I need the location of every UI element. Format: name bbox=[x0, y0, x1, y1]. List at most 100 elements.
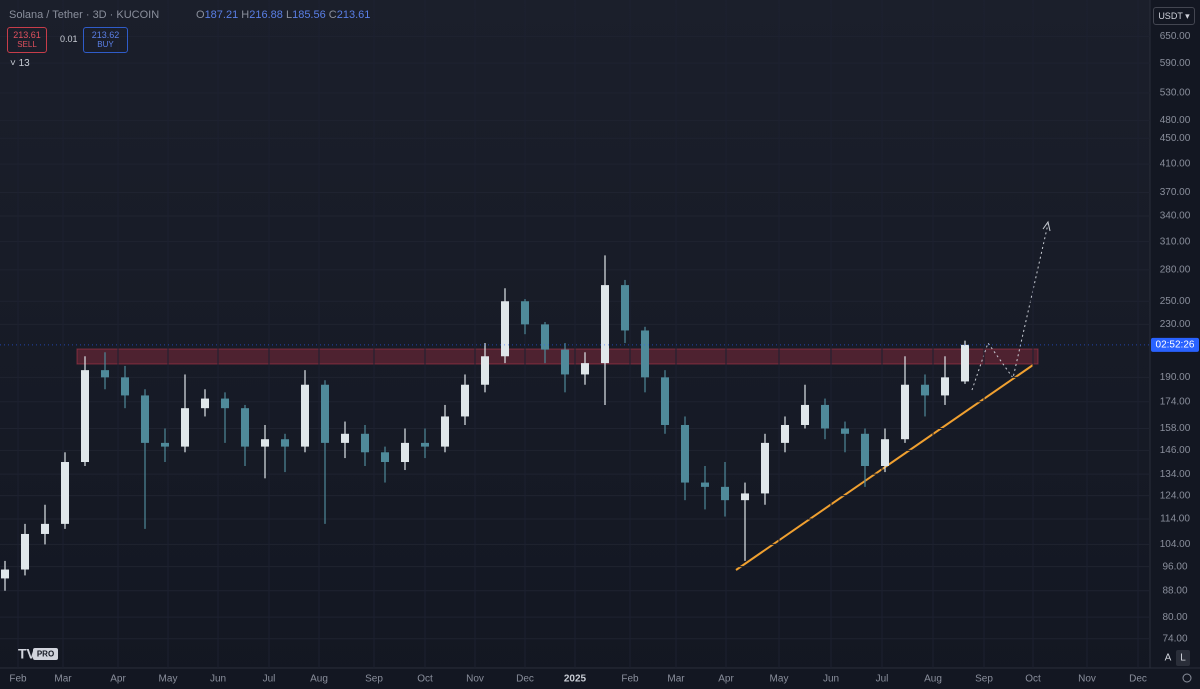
buy-price: 213.62 bbox=[91, 30, 120, 40]
candle-body bbox=[41, 523, 49, 534]
candle-body bbox=[741, 493, 749, 501]
candle-body bbox=[661, 377, 669, 425]
log-button-bg[interactable] bbox=[1176, 650, 1190, 666]
h-value: 216.88 bbox=[249, 9, 283, 21]
sell-price: 213.61 bbox=[13, 30, 41, 40]
x-tick-label: 2025 bbox=[564, 674, 587, 685]
settings-icon[interactable] bbox=[1182, 673, 1192, 683]
y-tick-label: 250.00 bbox=[1160, 296, 1191, 307]
candle-body bbox=[141, 395, 149, 443]
candle-body bbox=[501, 301, 509, 357]
c-label: C bbox=[328, 9, 337, 21]
y-tick-label: 280.00 bbox=[1160, 264, 1191, 275]
candle-body bbox=[641, 330, 649, 378]
candle-body bbox=[101, 370, 109, 378]
indicator-count: 13 bbox=[18, 58, 30, 69]
h-label: H bbox=[241, 9, 250, 21]
x-tick-label: Jun bbox=[823, 674, 839, 685]
o-value: 187.21 bbox=[204, 9, 239, 21]
candle-body bbox=[441, 416, 449, 447]
candle-body bbox=[21, 533, 29, 570]
candle-body bbox=[621, 285, 629, 331]
x-tick-label: Sep bbox=[365, 674, 383, 685]
x-tick-label: Aug bbox=[924, 674, 942, 685]
candle-body bbox=[801, 404, 809, 425]
x-tick-label: Dec bbox=[1129, 674, 1147, 685]
candle-body bbox=[241, 408, 249, 447]
currency-dropdown[interactable]: USDT ▾ bbox=[1153, 7, 1195, 25]
y-tick-label: 530.00 bbox=[1160, 88, 1191, 99]
candle-body bbox=[261, 439, 269, 447]
projection-path bbox=[971, 223, 1049, 391]
x-tick-label: Oct bbox=[1025, 674, 1041, 685]
x-tick-label: Oct bbox=[417, 674, 433, 685]
y-tick-label: 340.00 bbox=[1160, 211, 1191, 222]
candle-body bbox=[581, 363, 589, 375]
x-tick-label: Feb bbox=[9, 674, 27, 685]
candle-body bbox=[1, 569, 9, 579]
candle-body bbox=[321, 384, 329, 443]
candle-body bbox=[541, 324, 549, 350]
c-value: 213.61 bbox=[336, 9, 371, 21]
candle-body bbox=[881, 439, 889, 467]
x-tick-label: Nov bbox=[466, 674, 484, 685]
candle-body bbox=[421, 442, 429, 447]
y-tick-label: 190.00 bbox=[1160, 372, 1191, 383]
y-tick-label: 88.00 bbox=[1162, 585, 1187, 596]
price-label-bg bbox=[1151, 337, 1199, 352]
x-tick-label: May bbox=[159, 674, 178, 685]
logo: TV bbox=[18, 646, 37, 662]
candle-body bbox=[781, 424, 789, 443]
y-tick-label: 124.00 bbox=[1160, 490, 1191, 501]
candle-body bbox=[861, 433, 869, 467]
ohlc-legend: O187.21 H216.88 L185.56 C213.61 bbox=[196, 9, 370, 21]
y-tick-label: 230.00 bbox=[1160, 319, 1191, 330]
spread: 0.01 bbox=[60, 34, 78, 44]
candle-body bbox=[921, 384, 929, 396]
x-tick-label: Jul bbox=[263, 674, 276, 685]
x-tick-label: Dec bbox=[516, 674, 534, 685]
candle-body bbox=[821, 404, 829, 429]
indicator-toggle[interactable]: ˅ 13 bbox=[10, 58, 30, 69]
symbol-title[interactable]: Solana / Tether · 3D · KUCOIN bbox=[9, 9, 160, 21]
candle-body bbox=[201, 398, 209, 409]
x-tick-label: Mar bbox=[54, 674, 72, 685]
projection-arrow bbox=[1042, 220, 1051, 232]
y-tick-label: 410.00 bbox=[1160, 159, 1191, 170]
candle-body bbox=[181, 408, 189, 447]
candle-body bbox=[461, 384, 469, 417]
candle-body bbox=[341, 433, 349, 443]
sell-button[interactable]: 213.61 SELL bbox=[7, 27, 47, 53]
auto-scale-button[interactable]: A bbox=[1165, 653, 1172, 664]
candle-body bbox=[281, 439, 289, 447]
candle-body bbox=[721, 486, 729, 501]
y-tick-label: 450.00 bbox=[1160, 133, 1191, 144]
y-tick-label: 114.00 bbox=[1160, 514, 1190, 525]
candle-body bbox=[221, 398, 229, 409]
x-tick-label: Sep bbox=[975, 674, 993, 685]
buy-label: BUY bbox=[97, 40, 114, 49]
candle-body bbox=[481, 356, 489, 385]
resistance-zone bbox=[76, 348, 1039, 365]
candle-body bbox=[961, 344, 969, 382]
candle-body bbox=[841, 428, 849, 434]
y-tick-label: 134.00 bbox=[1160, 469, 1191, 480]
y-tick-label: 104.00 bbox=[1160, 539, 1191, 550]
log-scale-button[interactable]: L bbox=[1180, 653, 1186, 664]
candle-body bbox=[401, 442, 409, 463]
x-tick-label: Jul bbox=[876, 674, 889, 685]
candle-body bbox=[761, 442, 769, 494]
y-tick-label: 96.00 bbox=[1162, 561, 1187, 572]
candle-body bbox=[81, 370, 89, 463]
y-tick-label: 650.00 bbox=[1160, 31, 1191, 42]
o-label: O bbox=[196, 9, 205, 21]
candle-body bbox=[941, 377, 949, 396]
candle-body bbox=[601, 285, 609, 364]
candle-body bbox=[521, 301, 529, 325]
l-label: L bbox=[285, 9, 293, 21]
buy-button[interactable]: 213.62 BUY bbox=[83, 27, 128, 53]
x-tick-label: Mar bbox=[667, 674, 685, 685]
candle-body bbox=[561, 349, 569, 375]
